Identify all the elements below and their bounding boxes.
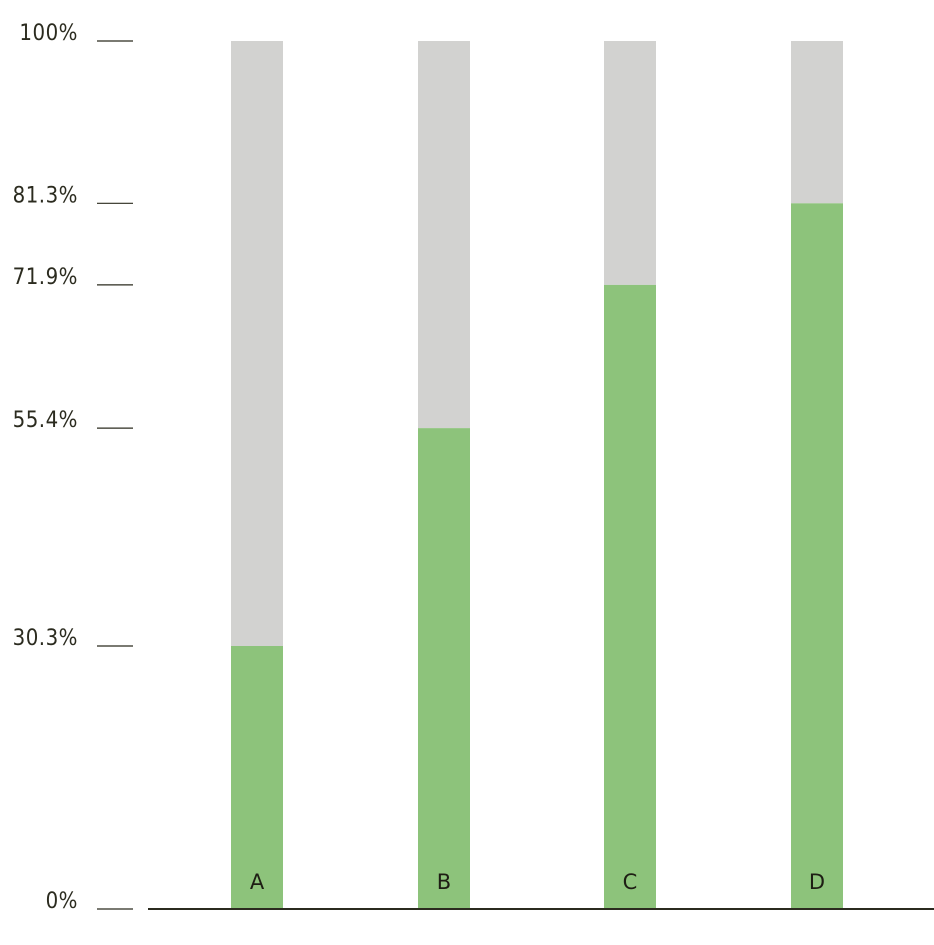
bar-remainder-A xyxy=(231,41,283,646)
category-label-D: D xyxy=(809,870,825,894)
category-labels: A B C D xyxy=(250,870,825,894)
bar-remainder-C xyxy=(604,41,656,285)
bar-value-C xyxy=(604,284,656,910)
category-label-B: B xyxy=(437,870,451,894)
bar-value-A xyxy=(231,645,283,909)
y-tick-label: 71.9% xyxy=(13,265,78,290)
bars xyxy=(231,41,843,910)
bar-remainder-D xyxy=(791,41,843,204)
bar-value-D xyxy=(791,203,843,910)
bar-value-B xyxy=(418,428,470,909)
bar-remainder-B xyxy=(418,41,470,429)
y-tick-label: 30.3% xyxy=(13,626,78,651)
y-axis-ticks: 0% 30.3% 55.4% 71.9% 81.3% 100% xyxy=(13,21,133,914)
category-label-A: A xyxy=(250,870,265,894)
y-tick-label: 55.4% xyxy=(13,408,78,433)
y-tick-label: 0% xyxy=(46,889,78,914)
category-label-C: C xyxy=(623,870,638,894)
y-tick-label: 100% xyxy=(19,21,78,46)
y-tick-label: 81.3% xyxy=(13,183,78,208)
